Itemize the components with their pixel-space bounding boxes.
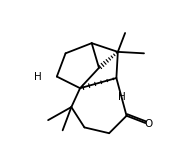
Text: H: H	[34, 72, 42, 82]
Text: O: O	[144, 119, 152, 129]
Text: H: H	[118, 92, 126, 102]
